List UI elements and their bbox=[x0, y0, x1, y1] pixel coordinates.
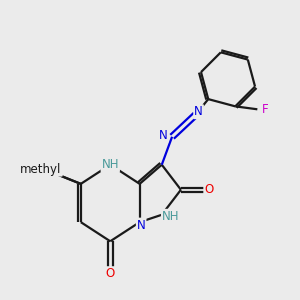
Text: N: N bbox=[137, 219, 146, 232]
Text: methyl: methyl bbox=[20, 163, 62, 176]
Text: O: O bbox=[204, 183, 214, 196]
Text: O: O bbox=[106, 267, 115, 280]
Text: N: N bbox=[159, 129, 168, 142]
Text: F: F bbox=[261, 103, 268, 116]
Text: NH: NH bbox=[162, 210, 179, 223]
Text: NH: NH bbox=[101, 158, 119, 171]
Text: N: N bbox=[194, 105, 203, 118]
